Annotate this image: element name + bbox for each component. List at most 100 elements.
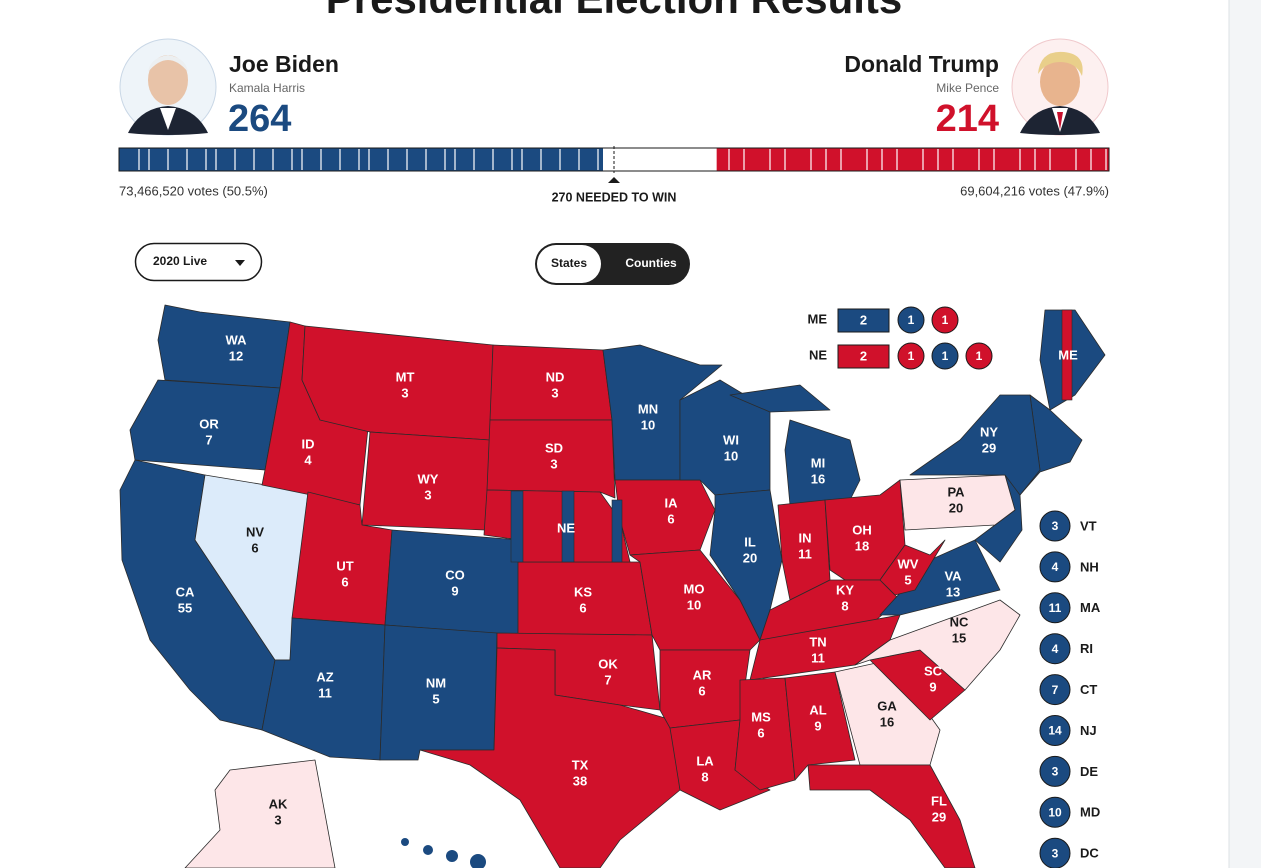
state-abbr: AR (693, 667, 712, 682)
state-abbr: CO (445, 567, 465, 582)
running-mate: Mike Pence (936, 81, 999, 95)
toggle-option[interactable]: Counties (625, 256, 677, 270)
small-state-votes: 3 (1052, 765, 1059, 779)
district-stripe (611, 499, 623, 563)
candidate-name: Joe Biden (229, 51, 339, 77)
split-circle (965, 342, 993, 370)
small-state-votes: 10 (1048, 805, 1062, 819)
split-box (837, 308, 890, 333)
state-votes: 6 (341, 574, 348, 589)
us-map (119, 304, 1106, 868)
small-state-votes: 4 (1052, 560, 1059, 574)
small-state-abbr: VT (1080, 518, 1097, 533)
state-abbr: KS (574, 584, 592, 599)
state-votes: 6 (251, 540, 258, 555)
state-abbr: OH (852, 522, 872, 537)
year-select[interactable]: 2020 Live (134, 242, 263, 282)
candidate-name: Donald Trump (844, 51, 999, 77)
split-state: ME (808, 311, 828, 326)
small-state-circle (1039, 796, 1071, 828)
small-state-circle (1039, 715, 1071, 746)
small-state-abbr: MA (1080, 600, 1101, 615)
state-abbr: IL (744, 534, 756, 549)
year-select-text[interactable]: 2020 Live (153, 254, 207, 268)
state-abbr: WI (723, 432, 739, 447)
state-abbr: NV (246, 524, 264, 539)
state-abbr: SD (545, 440, 563, 455)
toggle-active[interactable] (537, 245, 601, 283)
view-toggle[interactable]: States Counties (535, 243, 690, 285)
state-votes: 15 (952, 630, 966, 645)
state-abbr: VA (944, 568, 962, 583)
state-shape (129, 379, 281, 471)
state-votes: 6 (667, 511, 674, 526)
state-abbr: NE (557, 520, 575, 535)
state-abbr: IN (799, 530, 812, 545)
state-abbr: FL (931, 793, 947, 808)
small-state-votes: 4 (1052, 642, 1059, 656)
state-shape (184, 759, 336, 868)
state-votes: 6 (757, 725, 764, 740)
state-votes: 7 (604, 672, 611, 687)
state-abbr: AK (269, 796, 288, 811)
small-state-circle (1039, 837, 1071, 868)
state-votes: 7 (205, 432, 212, 447)
state-abbr: IA (665, 495, 679, 510)
bar-segment (119, 148, 603, 171)
state-shape (734, 677, 796, 791)
state-votes: 8 (841, 598, 848, 613)
state-abbr: WA (226, 332, 248, 347)
state-abbr: OK (598, 656, 618, 671)
state-abbr: TN (809, 634, 826, 649)
state-abbr: OR (199, 416, 219, 431)
side-panel (1229, 0, 1261, 868)
small-state-abbr: CT (1080, 682, 1097, 697)
state-abbr: MS (751, 709, 771, 724)
state-votes: 29 (932, 809, 946, 824)
state-votes: 20 (949, 500, 963, 515)
state-shape (899, 474, 1016, 531)
state-abbr: MI (811, 455, 825, 470)
small-state-abbr: DC (1080, 846, 1099, 861)
state-shape (157, 304, 291, 389)
state-abbr: LA (696, 753, 714, 768)
split-votes: 1 (908, 313, 915, 327)
state-labels: WA12OR7CA55NV6ID4MT3WY3UT6AZ11CO9NM5ND3S… (176, 332, 1078, 827)
state-abbr: UT (336, 558, 353, 573)
state-shape (1039, 309, 1106, 411)
dropdown-caret[interactable] (235, 260, 245, 266)
state-shape (419, 647, 681, 868)
state-abbr: WV (898, 556, 919, 571)
state-votes: 13 (946, 584, 960, 599)
state-votes: 38 (573, 773, 587, 788)
small-state-abbr: NH (1080, 559, 1099, 574)
state-votes: 55 (178, 600, 192, 615)
small-state-abbr: NJ (1080, 723, 1097, 738)
state-votes: 6 (698, 683, 705, 698)
small-state-votes: 14 (1048, 724, 1062, 738)
state-votes: 11 (811, 650, 825, 665)
split-votes: 2 (860, 312, 867, 327)
state-abbr: TX (572, 757, 589, 772)
state-votes: 11 (798, 546, 812, 561)
split-circle (931, 342, 959, 370)
bar-segment (716, 148, 1109, 171)
split-votes: 1 (976, 349, 983, 363)
state-votes: 12 (229, 348, 243, 363)
district-stripe (510, 490, 524, 563)
toggle-option[interactable]: States (551, 256, 587, 270)
state-votes: 16 (811, 471, 825, 486)
electoral-votes: 264 (228, 98, 291, 140)
state-votes: 9 (451, 583, 458, 598)
split-votes: 1 (942, 349, 949, 363)
split-circle (897, 306, 925, 334)
state-votes: 8 (701, 769, 708, 784)
district-overlay (510, 309, 1073, 563)
state-shape (879, 539, 946, 596)
year-select-box[interactable] (134, 242, 263, 282)
hawaii (401, 838, 486, 868)
state-abbr: CA (176, 584, 195, 599)
state-abbr: NM (426, 675, 446, 690)
state-shape (807, 764, 976, 868)
